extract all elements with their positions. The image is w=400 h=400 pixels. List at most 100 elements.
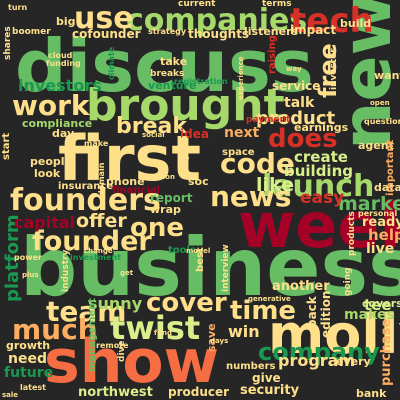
word-week: week (238, 189, 400, 262)
word-registration: registration (174, 77, 228, 86)
word-day: day (52, 127, 75, 140)
word-team: team (46, 295, 127, 328)
word-show: show (44, 327, 220, 397)
word-sale: sale (2, 391, 19, 399)
word-management: management (87, 297, 98, 372)
word-want: want (374, 69, 400, 82)
word-security: security (240, 383, 300, 398)
word-help: help (368, 226, 400, 244)
word-code: code (220, 147, 295, 180)
word-cloud: cloud (48, 51, 73, 60)
word-company: company (258, 338, 380, 366)
word-idea: idea (180, 127, 209, 141)
word-investment: investment (70, 253, 121, 262)
word-strategy: strategy (148, 27, 187, 36)
word-products: products (347, 211, 357, 256)
word-need: need (8, 351, 47, 367)
word-funding: funding (46, 59, 81, 68)
word-personal: personal (358, 209, 398, 218)
word-use: use (74, 1, 134, 36)
word-financial: financial (112, 185, 160, 196)
word-boomer: boomer (12, 27, 51, 37)
word-way: way (286, 65, 302, 73)
word-create: create (294, 148, 348, 166)
word-capital: capital (14, 213, 76, 232)
word-social: social (142, 131, 165, 139)
word-important: important (385, 139, 396, 196)
word-thoughts: thoughts (188, 27, 250, 41)
word-fund: fund (154, 329, 173, 337)
word-take: take (160, 55, 188, 68)
word-tee: tee (364, 296, 392, 314)
word-break: break (116, 114, 187, 139)
word-earnings: earnings (294, 121, 349, 134)
word-launch: launch (262, 169, 375, 204)
word-build: build (340, 17, 372, 30)
word-change: change (84, 247, 113, 255)
word-cofounder: cofounder (72, 27, 141, 41)
word-building: building (284, 162, 353, 180)
word-purchase: purchase (379, 318, 394, 386)
word-soc: soc (188, 175, 209, 188)
word-start: start (1, 132, 12, 160)
word-product: product (256, 108, 336, 129)
word-talk: talk (284, 95, 315, 111)
word-make: make (84, 139, 109, 148)
word-valuation: valuation (138, 173, 175, 181)
word-back: back (305, 296, 319, 328)
word-interview: interview (221, 244, 231, 292)
word-questions: questions (364, 117, 400, 126)
word-does: does (268, 124, 338, 154)
word-next: next (224, 125, 260, 141)
word-power: power (14, 253, 42, 262)
word-wrap: wrap (150, 203, 181, 216)
word-model: model (186, 247, 211, 255)
word-agent: agent (358, 139, 394, 152)
word-sunny: sunny (88, 294, 143, 313)
word-space: space (222, 147, 255, 158)
word-remote: remote (96, 341, 129, 350)
word-plus: plus (22, 271, 39, 279)
word-look: look (34, 167, 61, 180)
word-data: data (374, 181, 400, 194)
word-numbers: numbers (226, 361, 276, 372)
word-easy: easy (300, 188, 345, 208)
word-domain: domain (97, 162, 106, 196)
word-producer: producer (168, 385, 230, 399)
word-every: every (336, 355, 371, 368)
word-going: going (343, 267, 353, 296)
word-market: market (338, 193, 400, 215)
word-generative: generative (248, 295, 291, 303)
word-days: days (210, 337, 229, 345)
word-tools: tools (168, 245, 196, 256)
word-report: report (150, 191, 193, 205)
word-edition: edition (319, 290, 333, 338)
word-venture: venture (148, 79, 197, 92)
word-tech: tech (290, 1, 374, 41)
word-ready: ready (362, 215, 400, 230)
word-insurance: insurance (58, 181, 114, 192)
word-work: work (12, 89, 90, 122)
word-like: like (256, 174, 295, 196)
word-give: give (252, 371, 281, 385)
word-time: time (230, 296, 297, 326)
word-payment: payment (246, 115, 291, 125)
word-plan: plan (179, 135, 190, 160)
word-investors: investors (18, 76, 102, 95)
word-northwest: northwest (78, 385, 153, 400)
word-program: program (278, 351, 356, 370)
word-founders: founders (10, 183, 161, 218)
word-cover: cover (146, 288, 227, 318)
word-people: people (30, 155, 72, 168)
word-listeners: listeners (244, 25, 299, 38)
word-experience: experience (237, 56, 245, 100)
word-offer: offer (76, 210, 127, 232)
word-another: another (272, 279, 330, 294)
word-phone: phone (106, 175, 145, 188)
word-bank: bank (356, 387, 387, 400)
word-investor: investor (329, 48, 339, 90)
word-breaks: breaks (150, 69, 185, 79)
word-growth: growth (6, 339, 51, 352)
word-terms: terms (262, 0, 292, 9)
